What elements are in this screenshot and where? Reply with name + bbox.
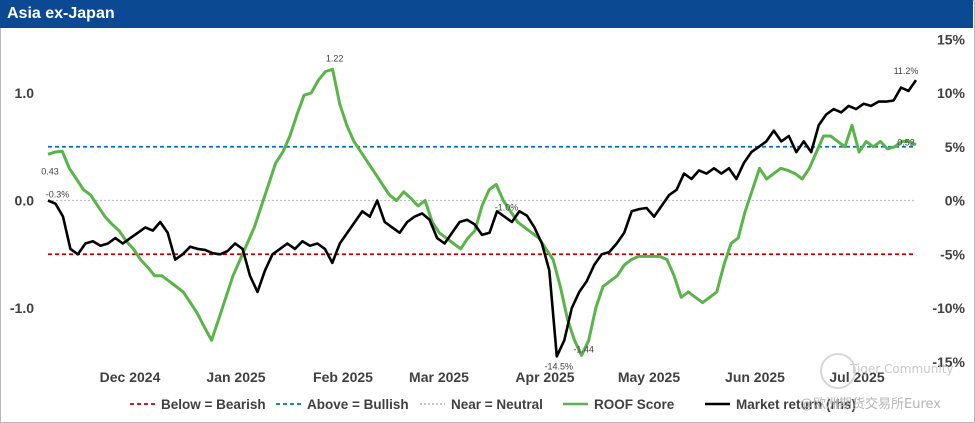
watermark-line1: Tiger Community [850, 362, 954, 376]
left-axis-tick: -1.0 [10, 300, 34, 316]
legend-label: Market return (rhs) [736, 397, 856, 412]
end-label: 11.2% [894, 66, 919, 76]
watermark-logo-icon [820, 353, 856, 389]
roof-score-line [47, 67, 917, 357]
x-axis-label: Feb 2025 [313, 369, 373, 385]
legend-label: Above = Bullish [307, 397, 409, 412]
data-label: -1.0% [495, 203, 519, 213]
chart-title: Asia ex-Japan [7, 5, 115, 22]
right-axis-tick: -10% [932, 300, 965, 316]
x-axis-label: Apr 2025 [515, 369, 574, 385]
right-axis-tick: -15% [932, 354, 965, 370]
right-axis-tick: 0% [945, 193, 966, 209]
right-axis-tick: 5% [945, 139, 966, 155]
end-label: 0.52 [897, 138, 915, 148]
right-axis-tick: -5% [940, 246, 965, 262]
right-axis-tick: 10% [937, 85, 966, 101]
left-axis-tick: 1.0 [15, 85, 35, 101]
x-axis-label: Jan 2025 [206, 369, 265, 385]
legend-label: Near = Neutral [451, 397, 543, 412]
data-label: -1.44 [573, 344, 594, 354]
title-bar: Asia ex-Japan [0, 0, 973, 28]
x-axis-label: Dec 2024 [100, 369, 161, 385]
legend-label: Below = Bearish [161, 397, 266, 412]
data-label: 0.43 [41, 166, 59, 176]
x-axis-label: May 2025 [618, 369, 680, 385]
left-axis-tick: 0.0 [15, 193, 35, 209]
data-label: -0.3% [46, 190, 70, 200]
data-label: -14.5% [545, 361, 574, 371]
legend-label: ROOF Score [594, 397, 675, 412]
right-axis-tick: 15% [937, 31, 966, 47]
x-axis-label: Jun 2025 [725, 369, 785, 385]
watermark-line2: @欧洲期货交易所Eurex [800, 397, 941, 412]
market-return-line [47, 79, 918, 358]
data-label: 1.22 [326, 53, 344, 63]
x-axis-label: Mar 2025 [409, 369, 469, 385]
